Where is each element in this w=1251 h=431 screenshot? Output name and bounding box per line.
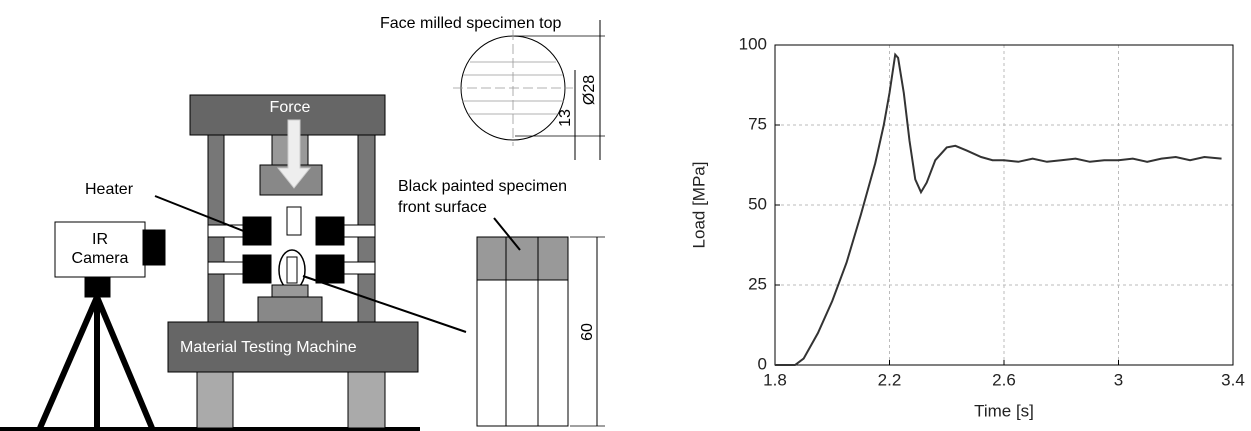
x-tick-label: 1.8 [763, 370, 787, 389]
heater-arm [340, 262, 375, 274]
tripod-leg [97, 297, 152, 428]
y-axis-label: Load [MPa] [689, 162, 708, 249]
label: Black painted specimen [398, 178, 567, 195]
heater [316, 217, 344, 245]
figure: Face milled specimen top Ø28 13 Force He… [0, 0, 1251, 431]
heater-arm [340, 225, 375, 237]
machine-leg [348, 372, 385, 428]
label: Force [270, 99, 311, 116]
data-line [775, 55, 1222, 365]
x-tick-label: 3 [1114, 370, 1123, 389]
mill-lines [453, 30, 573, 146]
painted-area [477, 237, 568, 280]
y-tick-label: 75 [748, 114, 767, 133]
y-tick-label: 50 [748, 194, 767, 213]
label: 13 [557, 109, 574, 127]
label: Material Testing Machine [180, 339, 357, 356]
label: Face milled specimen top [380, 15, 562, 32]
label: Camera [72, 250, 129, 267]
heater-pointer [155, 196, 256, 236]
camera-lens [143, 230, 165, 265]
x-tick-label: 2.6 [992, 370, 1016, 389]
tripod-leg [40, 297, 97, 428]
y-tick-label: 25 [748, 274, 767, 293]
y-tick-label: 100 [739, 34, 767, 53]
machine-leg [197, 372, 233, 428]
diagram [0, 20, 605, 429]
heater [243, 217, 271, 245]
specimen [287, 257, 297, 283]
page: Face milled specimen top Ø28 13 Force He… [0, 0, 1251, 431]
x-axis-label: Time [s] [974, 401, 1034, 420]
heater [316, 255, 344, 283]
camera-mount [85, 277, 110, 297]
label: IR [92, 231, 108, 248]
label: 60 [579, 323, 596, 341]
label: Heater [85, 181, 134, 198]
tripod [40, 297, 152, 428]
heater-arm [208, 262, 248, 274]
label: front surface [398, 199, 487, 216]
platen [272, 285, 308, 297]
rod [287, 207, 301, 235]
platen [258, 297, 322, 322]
label: Ø28 [581, 75, 598, 105]
x-tick-label: 3.4 [1221, 370, 1245, 389]
heater [243, 255, 271, 283]
x-tick-label: 2.2 [878, 370, 902, 389]
